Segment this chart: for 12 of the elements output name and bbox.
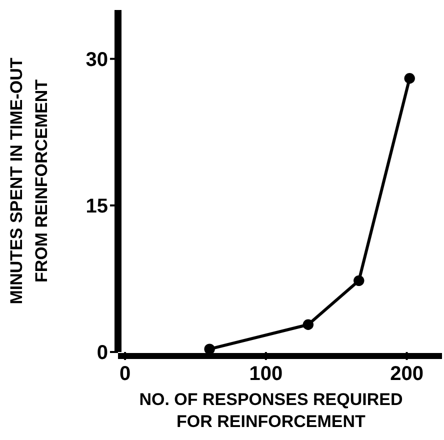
point: [404, 73, 415, 84]
x-axis-title: NO. OF RESPONSES REQUIRED FOR REINFORCEMENT: [139, 390, 403, 431]
x-tick-label: 200: [390, 363, 424, 385]
x-tick-label: 100: [249, 363, 283, 385]
y-tick-label: 30: [86, 48, 108, 71]
point: [204, 344, 215, 354]
x-tick-label: 0: [119, 363, 131, 385]
y-tick-label: 0: [96, 342, 108, 364]
y-tick-label: 15: [86, 195, 108, 218]
point: [302, 319, 314, 330]
y-axis-title: MINUTES SPENT IN TIME-OUT FROM REINFORCEMENT: [7, 57, 51, 304]
point: [354, 275, 364, 286]
